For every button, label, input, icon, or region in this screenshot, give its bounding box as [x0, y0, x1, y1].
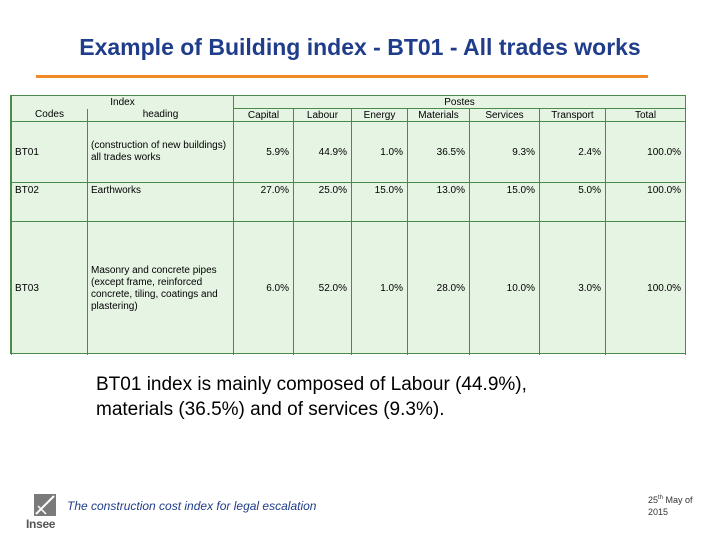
cell-materials: 28.0% [407, 221, 470, 355]
cell-transport: 5.0% [539, 182, 606, 222]
cell-transport: 2.4% [539, 121, 606, 183]
cell-labour: 44.9% [293, 121, 352, 183]
insee-logo-mark-icon [34, 494, 56, 516]
table-row: BT01 (construction of new buildings) all… [11, 121, 687, 183]
summary-text: BT01 index is mainly composed of Labour … [96, 372, 696, 422]
col-energy: Energy [351, 108, 408, 122]
footer-date-year: 2015 [648, 507, 669, 517]
table-row: BT03 Masonry and concrete pipes (except … [11, 221, 687, 355]
cell-transport: 3.0% [539, 221, 606, 355]
col-total: Total [604, 108, 687, 122]
footer-date-month: May of [663, 495, 693, 505]
cell-code: BT03 [11, 221, 88, 355]
cell-total: 100.0% [604, 221, 687, 355]
cell-capital: 27.0% [233, 182, 294, 222]
cell-code: BT02 [11, 182, 88, 222]
cell-labour: 52.0% [293, 221, 352, 355]
summary-line-2: materials (36.5%) and of services (9.3%)… [96, 399, 445, 420]
index-table: Index Postes Codes heading Capital Labou… [11, 96, 687, 355]
col-materials: Materials [407, 108, 470, 122]
cell-services: 15.0% [469, 182, 540, 222]
footer-date: 25th May of 2015 [648, 492, 708, 518]
col-codes: Codes [11, 108, 88, 122]
footer-date-suffix: th [658, 495, 664, 501]
cell-services: 9.3% [469, 121, 540, 183]
cell-heading: Masonry and concrete pipes (except frame… [87, 221, 234, 355]
footer-date-day: 25 [648, 495, 659, 505]
cell-capital: 5.9% [233, 121, 294, 183]
index-table-container: Index Postes Codes heading Capital Labou… [10, 95, 687, 355]
cell-labour: 25.0% [293, 182, 352, 222]
table-row: BT02 Earthworks 27.0% 25.0% 15.0% 13.0% … [11, 182, 687, 222]
cell-materials: 36.5% [407, 121, 470, 183]
col-transport: Transport [539, 108, 606, 122]
header-index: Index [11, 96, 234, 109]
col-labour: Labour [293, 108, 352, 122]
cell-energy: 1.0% [351, 221, 408, 355]
cell-heading: (construction of new buildings) all trad… [87, 121, 234, 183]
col-heading: heading [87, 108, 234, 122]
cell-capital: 6.0% [233, 221, 294, 355]
title-underline [36, 75, 648, 78]
cell-code: BT01 [11, 121, 88, 183]
insee-logo: Insee [26, 492, 66, 536]
cell-materials: 13.0% [407, 182, 470, 222]
cell-total: 100.0% [604, 121, 687, 183]
logo-word: Insee [26, 517, 56, 531]
footer-text: The construction cost index for legal es… [67, 499, 317, 513]
slide-title: Example of Building index - BT01 - All t… [79, 34, 641, 60]
cell-total: 100.0% [604, 182, 687, 222]
col-services: Services [469, 108, 540, 122]
summary-line-1: BT01 index is mainly composed of Labour … [96, 374, 527, 395]
header-postes: Postes [232, 96, 687, 109]
cell-services: 10.0% [469, 221, 540, 355]
cell-energy: 1.0% [351, 121, 408, 183]
cell-heading: Earthworks [87, 182, 234, 222]
col-capital: Capital [233, 108, 294, 122]
cell-energy: 15.0% [351, 182, 408, 222]
